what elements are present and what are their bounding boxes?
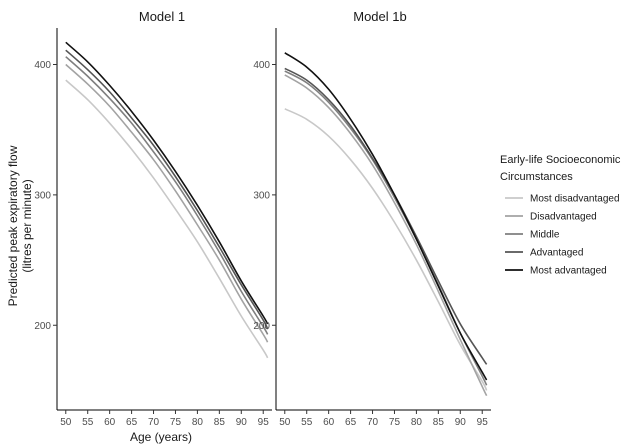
x-tick-label: 65 — [345, 417, 357, 428]
x-tick-label: 75 — [389, 417, 401, 428]
x-tick-label: 65 — [126, 417, 138, 428]
x-tick-label: 60 — [323, 417, 335, 428]
series-line-most-disadvantaged — [284, 108, 488, 391]
x-tick-label: 80 — [411, 417, 423, 428]
y-axis-title-line2: (litres per minute) — [20, 179, 34, 272]
y-axis-title-line1: Predicted peak expiratory flow — [6, 145, 20, 306]
panel-title: Model 1 — [139, 9, 185, 24]
legend-label-most-disadvantaged: Most disadvantaged — [530, 194, 620, 205]
legend-label-disadvantaged: Disadvantaged — [530, 212, 597, 223]
legend-entries: Most disadvantaged Disadvantaged Middle Adv… — [505, 194, 620, 277]
y-axis-title-group: Predicted peak expiratory flow (litres p… — [6, 145, 34, 306]
legend-title-line1: Early-life Socioeconomic — [500, 154, 621, 166]
legend-label-middle: Middle — [530, 230, 560, 241]
y-tick-label: 200 — [34, 321, 51, 332]
panel-title: Model 1b — [353, 9, 406, 24]
x-tick-label: 95 — [477, 417, 489, 428]
series-line-most-advantaged — [65, 41, 269, 325]
y-tick-label: 200 — [253, 321, 270, 332]
x-tick-label: 85 — [433, 417, 445, 428]
series-line-disadvantaged — [65, 63, 269, 343]
x-axis-title: Age (years) — [130, 430, 192, 444]
x-tick-label: 80 — [192, 417, 204, 428]
legend-label-most-advantaged: Most advantaged — [530, 266, 607, 277]
x-tick-label: 70 — [367, 417, 379, 428]
x-tick-label: 95 — [258, 417, 270, 428]
x-tick-label: 50 — [60, 417, 72, 428]
x-tick-label: 85 — [214, 417, 226, 428]
x-tick-label: 90 — [455, 417, 467, 428]
legend: Early-life Socioeconomic Circumstances M… — [500, 154, 621, 277]
y-tick-label: 300 — [34, 190, 51, 201]
x-tick-label: 60 — [104, 417, 116, 428]
panel-2: Model 1b 200 300 400 50 55 60 65 70 75 80 85 90 95 — [253, 9, 491, 428]
x-tick-label: 55 — [301, 417, 313, 428]
series-line-advantaged — [65, 49, 269, 330]
y-tick-label: 400 — [34, 60, 51, 71]
series-line-most-advantaged — [284, 52, 488, 381]
x-tick-label: 50 — [279, 417, 291, 428]
x-tick-label: 90 — [236, 417, 248, 428]
panel-1: Model 1 200 300 400 50 55 60 65 70 75 80 85 90 95 — [34, 9, 272, 428]
y-tick-label: 300 — [253, 190, 270, 201]
x-tick-label: 70 — [148, 417, 160, 428]
series-line-advantaged — [284, 67, 488, 365]
series-line-most-disadvantaged — [65, 79, 269, 359]
series-line-middle — [65, 56, 269, 335]
series-line-disadvantaged — [284, 74, 488, 397]
y-tick-label: 400 — [253, 60, 270, 71]
legend-title-line2: Circumstances — [500, 171, 573, 183]
legend-label-advantaged: Advantaged — [530, 248, 583, 259]
x-tick-label: 55 — [82, 417, 94, 428]
x-tick-label: 75 — [170, 417, 182, 428]
